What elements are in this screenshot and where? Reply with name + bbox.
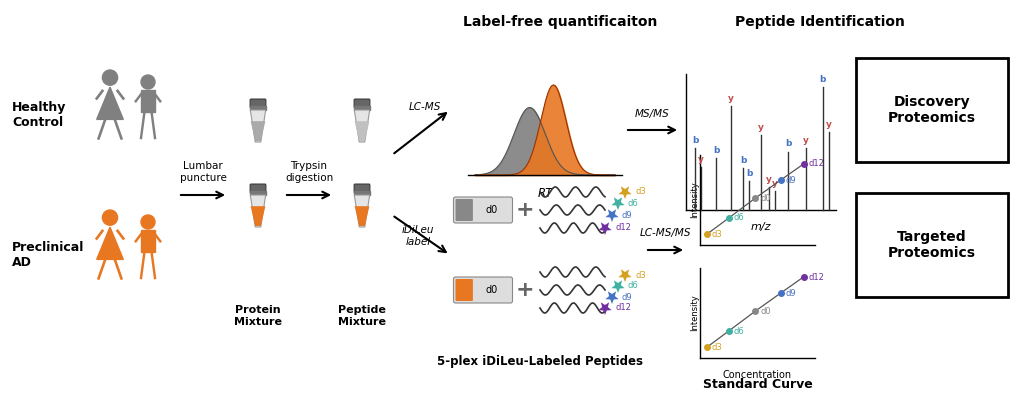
Text: d3: d3 (712, 230, 723, 239)
Polygon shape (611, 280, 625, 293)
Text: d12: d12 (615, 224, 631, 233)
Polygon shape (354, 206, 370, 226)
FancyBboxPatch shape (456, 199, 473, 221)
Text: y: y (698, 155, 703, 164)
FancyBboxPatch shape (354, 99, 370, 108)
Polygon shape (251, 206, 265, 226)
Text: d12: d12 (615, 303, 631, 312)
Polygon shape (605, 291, 618, 304)
Polygon shape (354, 121, 370, 141)
Text: Peptide Identification: Peptide Identification (735, 15, 905, 29)
Polygon shape (251, 121, 265, 141)
Polygon shape (250, 195, 265, 227)
Text: d3: d3 (635, 270, 646, 279)
Bar (141, 90, 155, 112)
FancyBboxPatch shape (456, 279, 473, 301)
Text: m/z: m/z (751, 222, 771, 232)
Polygon shape (618, 269, 632, 282)
Text: Intensity: Intensity (690, 295, 699, 331)
Polygon shape (611, 197, 625, 210)
Text: y: y (825, 120, 831, 129)
Polygon shape (598, 222, 611, 235)
Text: Discovery
Proteomics: Discovery Proteomics (888, 95, 976, 125)
Text: y: y (728, 94, 734, 103)
Text: d6: d6 (734, 213, 744, 222)
Text: b: b (739, 156, 746, 165)
Text: y: y (771, 178, 777, 187)
Text: d12: d12 (809, 160, 824, 169)
Text: +: + (516, 280, 535, 300)
Text: Concentration: Concentration (723, 370, 792, 380)
Text: y: y (758, 123, 764, 132)
Text: b: b (784, 140, 792, 149)
Text: d9: d9 (785, 176, 796, 185)
Text: d6: d6 (628, 198, 639, 208)
Bar (250, 191, 265, 195)
Text: Preclinical
AD: Preclinical AD (12, 241, 84, 269)
FancyBboxPatch shape (856, 58, 1008, 162)
Text: LC-MS: LC-MS (409, 102, 441, 112)
Text: Targeted
Proteomics: Targeted Proteomics (888, 230, 976, 260)
Text: d9: d9 (622, 292, 633, 301)
Text: RT: RT (538, 187, 553, 200)
Bar (250, 106, 265, 110)
Bar (354, 106, 370, 110)
Text: Trypsin
digestion: Trypsin digestion (285, 162, 333, 183)
Text: Healthy
Control: Healthy Control (12, 101, 67, 129)
Text: d0: d0 (486, 285, 499, 295)
Text: d0: d0 (760, 307, 771, 316)
Text: Standard Curve: Standard Curve (703, 378, 813, 391)
Circle shape (102, 70, 118, 85)
Text: Peptide
Mixture: Peptide Mixture (338, 305, 386, 327)
FancyBboxPatch shape (454, 277, 512, 303)
Text: b: b (745, 169, 753, 178)
Text: d3: d3 (635, 187, 646, 196)
Polygon shape (96, 227, 123, 259)
Polygon shape (96, 87, 123, 119)
Text: d6: d6 (734, 327, 744, 336)
Text: d6: d6 (628, 281, 639, 290)
Circle shape (102, 210, 118, 225)
Text: y: y (766, 174, 771, 184)
Text: iDiLeu
label: iDiLeu label (401, 226, 434, 247)
Polygon shape (354, 195, 370, 227)
Text: LC-MS/MS: LC-MS/MS (639, 228, 691, 238)
Text: y: y (803, 136, 809, 145)
Polygon shape (598, 302, 611, 315)
Polygon shape (250, 110, 265, 142)
Polygon shape (354, 110, 370, 142)
FancyBboxPatch shape (250, 184, 266, 193)
Text: d9: d9 (785, 289, 796, 298)
Text: d0: d0 (486, 205, 499, 215)
Text: Protein
Mixture: Protein Mixture (234, 305, 282, 327)
Bar (354, 191, 370, 195)
Text: +: + (516, 200, 535, 220)
Bar (141, 230, 155, 252)
Text: Lumbar
puncture: Lumbar puncture (179, 162, 226, 183)
Polygon shape (618, 186, 632, 199)
Text: b: b (713, 146, 719, 155)
Polygon shape (605, 209, 618, 222)
Text: b: b (819, 75, 825, 83)
Text: b: b (692, 136, 698, 145)
FancyBboxPatch shape (454, 197, 512, 223)
FancyBboxPatch shape (354, 184, 370, 193)
Text: d0: d0 (760, 194, 771, 203)
Text: MS/MS: MS/MS (635, 109, 670, 119)
Text: 5-plex iDiLeu-Labeled Peptides: 5-plex iDiLeu-Labeled Peptides (437, 355, 643, 368)
Circle shape (141, 75, 155, 89)
Text: Intensity: Intensity (690, 182, 699, 219)
Text: d3: d3 (712, 343, 723, 352)
Text: d12: d12 (809, 272, 824, 281)
Circle shape (141, 215, 155, 229)
FancyBboxPatch shape (856, 193, 1008, 297)
Text: Label-free quantificaiton: Label-free quantificaiton (463, 15, 657, 29)
FancyBboxPatch shape (250, 99, 266, 108)
Text: d9: d9 (622, 211, 633, 220)
